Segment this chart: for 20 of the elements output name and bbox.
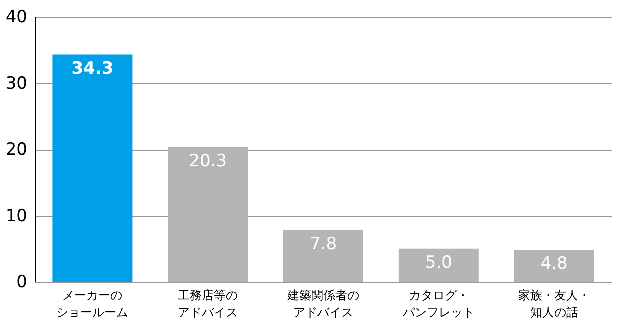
data-label: 34.3	[72, 58, 114, 79]
data-label: 7.8	[310, 234, 338, 254]
bar	[514, 250, 594, 282]
bar	[52, 54, 133, 282]
y-tick-label: 40	[6, 8, 28, 28]
x-tick-label: メーカーのショールーム	[56, 288, 129, 320]
y-tick-label: 0	[16, 272, 28, 292]
x-tick-label: 家族・友人・知人の話	[518, 288, 590, 320]
data-label: 5.0	[425, 252, 452, 273]
data-label: 20.3	[189, 152, 228, 172]
x-tick-label: 工務店等のアドバイス	[178, 288, 238, 320]
bar	[398, 248, 479, 282]
x-tick-label: カタログ・パンフレット	[402, 288, 475, 320]
bar	[284, 230, 364, 282]
data-label: 4.8	[540, 254, 568, 274]
y-tick-label: 20	[6, 140, 28, 160]
x-tick-label: 建築関係者のアドバイス	[286, 288, 360, 320]
y-tick-label: 10	[6, 206, 28, 226]
y-tick-label: 30	[6, 74, 28, 94]
bar	[168, 148, 248, 282]
